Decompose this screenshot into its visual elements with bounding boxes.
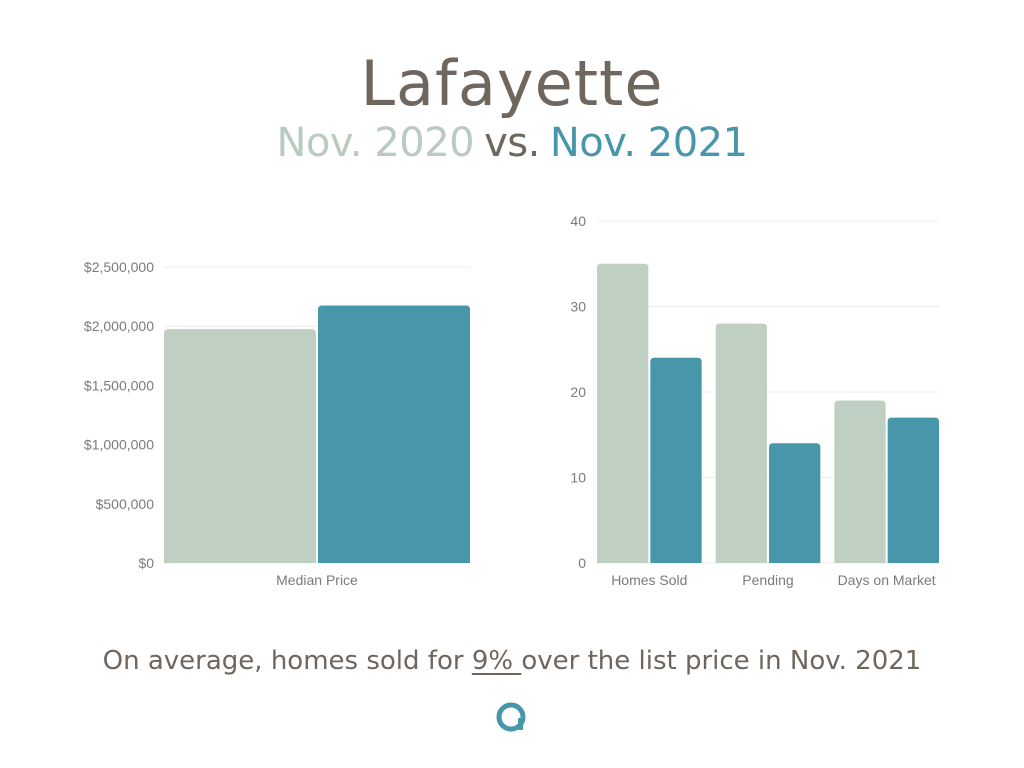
bar-2020 (715, 323, 767, 563)
charts-canvas: $0 $500,000 $1,000,000 $1,500,000 $2,000,000… (84, 213, 939, 588)
median-price-chart: $0 $500,000 $1,000,000 $1,500,000 $2,000,000… (84, 259, 470, 588)
footnote-highlight: 9% (471, 646, 522, 676)
bar-2020 (834, 400, 886, 563)
y-tick-label: 10 (570, 470, 586, 486)
bar-2021 (887, 417, 939, 563)
bar-2021 (318, 305, 470, 563)
x-category-label: Homes Sold (611, 572, 687, 588)
bar-2021 (769, 443, 821, 563)
subtitle-year-2020: Nov. 2020 (276, 120, 475, 166)
y-tick-label: 0 (578, 555, 586, 571)
x-category-label: Days on Market (838, 572, 936, 588)
y-tick-label: 40 (570, 213, 586, 229)
y-tick-label: $1,000,000 (84, 437, 154, 453)
x-category-label: Median Price (276, 572, 358, 588)
x-category-label: Pending (742, 572, 793, 588)
bar-2020 (597, 263, 649, 563)
y-tick-label: $500,000 (96, 496, 155, 512)
footnote-suffix: over the list price in Nov. 2021 (521, 646, 922, 676)
y-tick-label: $2,000,000 (84, 318, 154, 334)
y-tick-label: $0 (138, 555, 154, 571)
market-stats-chart: 0 10 20 30 40 Homes Sold Pending Days on Market (570, 213, 939, 588)
page-subtitle: Nov. 2020 vs. Nov. 2021 (0, 120, 1024, 166)
footnote-prefix: On average, homes sold for (102, 646, 472, 676)
bar-2021 (650, 357, 702, 563)
footnote: On average, homes sold for 9% over the l… (0, 644, 1024, 678)
brand-a-logo-icon (496, 702, 526, 732)
page-title: Lafayette (360, 47, 664, 120)
y-tick-label: $1,500,000 (84, 377, 154, 393)
y-tick-label: 20 (570, 384, 586, 400)
y-tick-label: $2,500,000 (84, 259, 154, 275)
y-tick-label: 30 (570, 299, 586, 315)
subtitle-year-2021: Nov. 2021 (549, 120, 748, 166)
bar-2020 (164, 329, 316, 563)
subtitle-vs: vs. (484, 120, 540, 166)
